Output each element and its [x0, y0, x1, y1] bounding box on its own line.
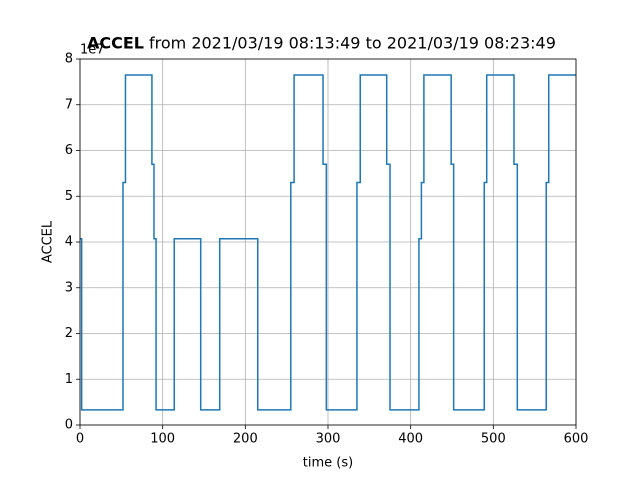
- x-tick-label: 600: [564, 432, 589, 447]
- y-tick-label: 7: [65, 97, 73, 112]
- x-tick-label: 400: [398, 432, 423, 447]
- chart-title: from 2021/03/19 08:13:49 to 2021/03/19 0…: [149, 34, 556, 53]
- x-tick-label: 200: [233, 432, 258, 447]
- y-tick-label: 6: [65, 143, 73, 158]
- y-tick-label: 8: [65, 52, 73, 67]
- y-tick-label: 2: [65, 326, 73, 341]
- y-tick-label: 1: [65, 372, 73, 387]
- plot-frame: [79, 58, 577, 426]
- x-tick-label: 300: [316, 432, 341, 447]
- y-tick-label: 3: [65, 280, 73, 295]
- x-tick-label: 0: [76, 432, 84, 447]
- x-axis-label: time (s): [303, 456, 353, 471]
- chart-title-bold: ACCEL: [87, 34, 144, 53]
- y-tick-label: 4: [65, 235, 73, 250]
- y-axis-label: ACCEL: [41, 220, 56, 263]
- y-tick-label: 0: [65, 418, 73, 433]
- y-offset-label: 1e7: [80, 43, 105, 58]
- y-tick-label: 5: [65, 189, 73, 204]
- x-tick-label: 100: [150, 432, 175, 447]
- x-tick-label: 500: [481, 432, 506, 447]
- data-line: [80, 74, 576, 411]
